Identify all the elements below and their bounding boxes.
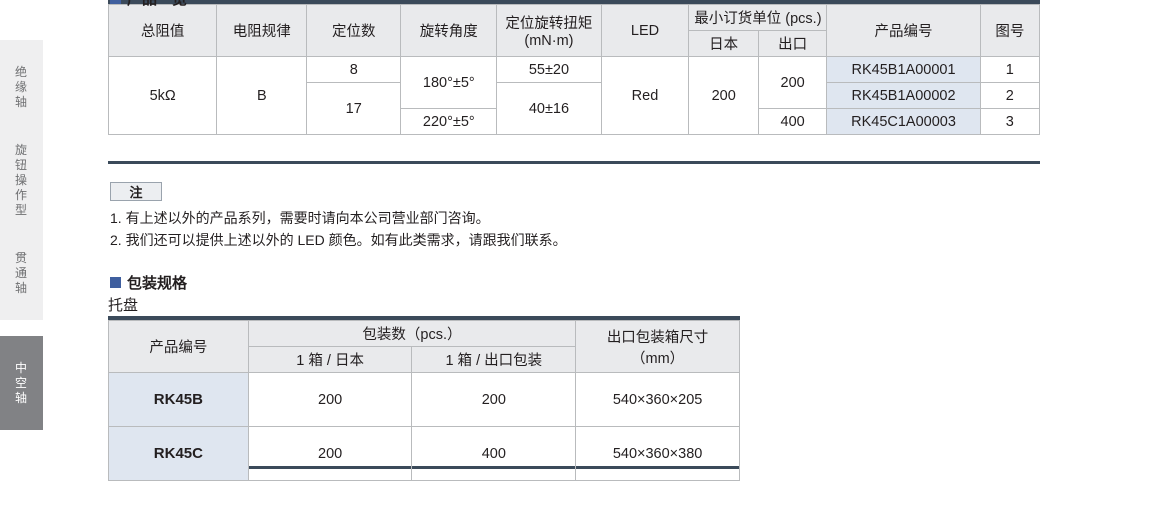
cell-torque-55: 55±20 [496, 56, 602, 83]
header-detent-torque-line1: 定位旋转扭矩 [505, 16, 593, 32]
header-carton-size-line2: （mm） [630, 350, 685, 367]
cell-carton-size: 540×360×380 [575, 426, 740, 481]
header-detent-positions: 定位数 [306, 4, 402, 57]
cell-pack-export: 400 [411, 426, 577, 481]
header-carton-size-line1: 出口包装箱尺寸 [606, 329, 709, 346]
header-taper: 电阻规律 [216, 4, 308, 57]
table-header-row: 产品编号 包装数（pcs.） 出口包装箱尺寸 （mm） [108, 320, 740, 373]
table-row: 17 40±16 RK45B1A00002 2 [109, 82, 1041, 135]
table-row: RK45C 200 400 540×360×380 [108, 426, 740, 481]
table-row: 5kΩ B 8 180°±5° 55±20 Red 200 200 RK45B1… [107, 56, 1041, 135]
header-led: LED [600, 4, 690, 57]
header-detent-torque-line2: (mN·m) [524, 33, 574, 49]
cell-total-resistance: 5kΩ [107, 56, 218, 135]
product-list-table: 总阻值 电阻规律 定位数 旋转角度 定位旋转扭矩 (mN·m) LED 最小订货… [107, 4, 1041, 135]
section-title-text: 包装规格 [127, 275, 188, 292]
sidebar-item-label: 旋钮操作型 [14, 142, 28, 217]
cell-fig-no: 1 [979, 56, 1041, 83]
table-subheader-row: 1 箱 / 日本 1 箱 / 出口包装 [109, 346, 740, 373]
header-pack-qty: 包装数（pcs.） [247, 320, 577, 347]
spec-table-bottom-rule [108, 161, 1040, 164]
sidebar-item-label: 贯通轴 [14, 250, 28, 295]
header-carton-size: 出口包装箱尺寸 （mm） [575, 320, 740, 373]
cell-led: Red [600, 56, 690, 135]
section-title-product-list: 产品一览 [110, 0, 187, 9]
section-title-text: 产品一览 [127, 0, 187, 9]
cell-taper: B [216, 56, 308, 135]
sidebar-item-label: 绝缘轴 [14, 64, 28, 109]
cell-moq-export-400: 400 [757, 108, 828, 135]
note-badge-label: 注 [129, 185, 143, 200]
header-moq: 最小订货单位 (pcs.) [688, 4, 828, 31]
table-subheader-row: 日本 出口 [109, 30, 1040, 57]
cell-detent-8: 8 [306, 56, 402, 83]
table-row: 220°±5° 400 RK45C1A00003 3 [109, 108, 1041, 135]
cell-carton-size: 540×360×205 [575, 372, 740, 427]
side-tab-rail: 绝缘轴 旋钮操作型 贯通轴 中空轴 [0, 0, 43, 529]
cell-fig-no: 3 [979, 108, 1041, 135]
header-rotation-angle: 旋转角度 [400, 4, 498, 57]
cell-pack-part-number: RK45B [108, 372, 249, 427]
sidebar-item-hollow-shaft[interactable]: 中空轴 [0, 336, 43, 430]
header-detent-torque: 定位旋转扭矩 (mN·m) [496, 4, 602, 57]
header-pack-japan: 1 箱 / 日本 [247, 346, 413, 373]
cell-moq-japan: 200 [688, 56, 759, 135]
spec-table-top-rule [108, 0, 1040, 4]
header-moq-export: 出口 [757, 30, 828, 57]
packing-table-top-rule [108, 316, 740, 320]
sidebar-item-knob-type[interactable]: 旋钮操作型 [0, 128, 43, 232]
cell-torque-40: 40±16 [496, 82, 602, 135]
section-marker-square [110, 277, 121, 288]
cell-angle-220: 220°±5° [400, 108, 498, 135]
section-marker-square [110, 0, 121, 4]
header-moq-japan: 日本 [688, 30, 759, 57]
cell-detent-17: 17 [306, 82, 402, 135]
cell-part-number: RK45C1A00003 [826, 108, 981, 135]
cell-pack-export: 200 [411, 372, 577, 427]
cell-moq-export-200: 200 [757, 56, 828, 109]
header-total-resistance: 总阻值 [107, 4, 218, 57]
cell-fig-no: 2 [979, 82, 1041, 109]
table-row: RK45B 200 200 540×360×205 [108, 372, 740, 427]
packing-subtitle: 托盘 [108, 297, 139, 314]
note-badge: 注 [110, 182, 162, 201]
cell-angle-180: 180°±5° [400, 56, 498, 109]
packing-table: 产品编号 包装数（pcs.） 出口包装箱尺寸 （mm） 1 箱 / 日本 1 箱… [108, 320, 740, 481]
header-pack-part-number: 产品编号 [108, 320, 249, 373]
sidebar-item-label: 中空轴 [14, 360, 28, 405]
sidebar-item-through-shaft[interactable]: 贯通轴 [0, 226, 43, 320]
note-line-1: 1. 有上述以外的产品系列，需要时请向本公司营业部门咨询。 [110, 210, 490, 226]
note-line-2: 2. 我们还可以提供上述以外的 LED 颜色。如有此类需求，请跟我们联系。 [110, 232, 567, 248]
section-title-packing: 包装规格 [110, 272, 187, 293]
sidebar-item-insulated-shaft[interactable]: 绝缘轴 [0, 40, 43, 134]
cell-pack-part-number: RK45C [108, 426, 249, 481]
table-header-row: 总阻值 电阻规律 定位数 旋转角度 定位旋转扭矩 (mN·m) LED 最小订货… [107, 4, 1041, 57]
header-fig-no: 图号 [979, 4, 1041, 57]
cell-part-number: RK45B1A00002 [826, 82, 981, 109]
cell-pack-japan: 200 [247, 426, 413, 481]
header-pack-export: 1 箱 / 出口包装 [411, 346, 577, 373]
cell-pack-japan: 200 [247, 372, 413, 427]
cell-part-number: RK45B1A00001 [826, 56, 981, 83]
header-part-number: 产品编号 [826, 4, 981, 57]
